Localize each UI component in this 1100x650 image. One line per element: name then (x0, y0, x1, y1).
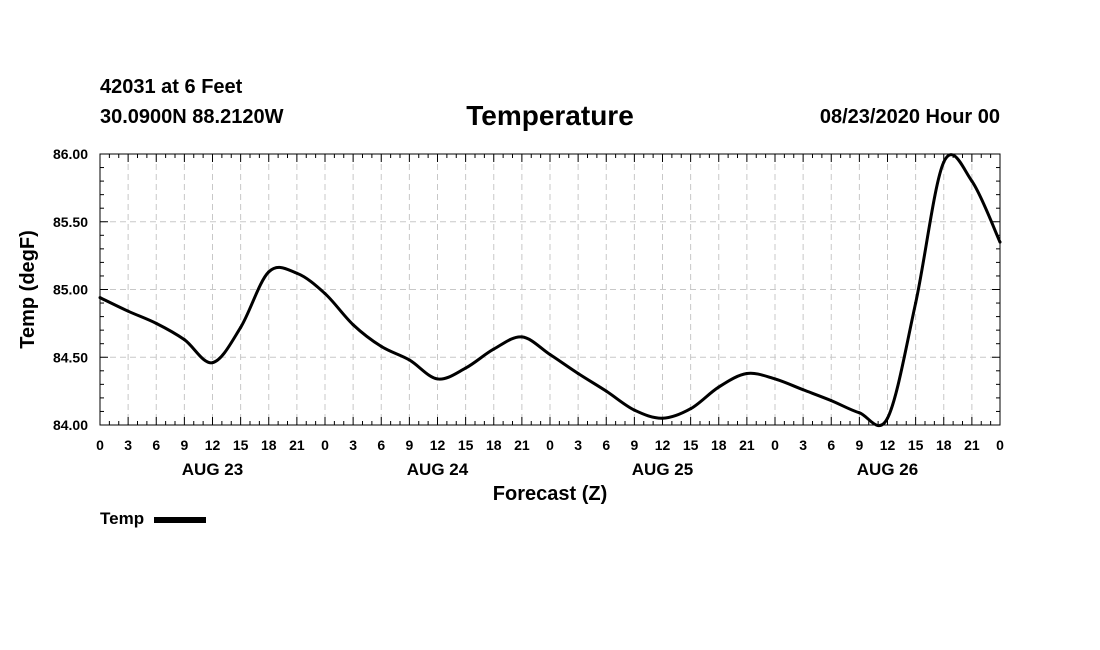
y-tick-label: 85.50 (53, 214, 88, 230)
data-point (689, 407, 693, 411)
data-point (520, 335, 524, 339)
x-tick-label: 3 (349, 437, 357, 453)
station-coordinates: 30.0900N 88.2120W (100, 106, 284, 128)
series-line-temp (99, 153, 1002, 428)
data-point (295, 271, 299, 275)
y-tick-label: 84.00 (53, 417, 88, 433)
x-tick-label: 18 (486, 437, 502, 453)
x-tick-label: 15 (233, 437, 249, 453)
x-tick-label: 9 (405, 437, 413, 453)
x-tick-label: 21 (739, 437, 755, 453)
y-tick-label: 84.50 (53, 349, 88, 365)
x-tick-label: 0 (996, 437, 1004, 453)
data-point (942, 160, 946, 164)
x-tick-label: 18 (936, 437, 952, 453)
x-tick-label: 21 (514, 437, 530, 453)
data-point (829, 399, 833, 403)
x-tick-label: 3 (574, 437, 582, 453)
x-tick-label: 6 (602, 437, 610, 453)
data-point (970, 179, 974, 183)
x-tick-label: 0 (771, 437, 779, 453)
data-point (239, 325, 243, 329)
day-label: AUG 26 (857, 460, 918, 479)
grid (100, 154, 1000, 425)
x-tick-label: 0 (321, 437, 329, 453)
data-point (464, 366, 468, 370)
x-tick-label: 15 (908, 437, 924, 453)
x-tick-label: 15 (683, 437, 699, 453)
x-tick-label: 12 (430, 437, 446, 453)
forecast-date: 08/23/2020 Hour 00 (819, 106, 1000, 128)
data-point (548, 353, 552, 357)
x-tick-label: 18 (261, 437, 277, 453)
x-tick-label: 6 (152, 437, 160, 453)
legend-label: Temp (100, 509, 145, 528)
data-point (773, 377, 777, 381)
x-tick-label: 21 (289, 437, 305, 453)
x-tick-label: 18 (711, 437, 727, 453)
x-axis-label: Forecast (Z) (493, 483, 607, 505)
data-point (492, 347, 496, 351)
day-label: AUG 23 (182, 460, 243, 479)
data-point (801, 388, 805, 392)
data-point (604, 389, 608, 393)
x-tick-label: 12 (205, 437, 221, 453)
data-point (886, 416, 889, 420)
data-point (436, 377, 439, 381)
y-tick-label: 85.00 (53, 282, 88, 298)
data-point (914, 301, 918, 305)
plot-frame (99, 153, 1001, 426)
data-point (576, 372, 580, 376)
data-point (323, 292, 327, 296)
data-point (745, 372, 749, 376)
data-point (717, 385, 721, 389)
y-tick-label: 86.00 (53, 146, 88, 162)
x-tick-label: 9 (630, 437, 638, 453)
data-point (126, 309, 130, 313)
data-point (211, 361, 214, 365)
x-tick-label: 0 (546, 437, 554, 453)
x-tick-label: 9 (180, 437, 188, 453)
data-point (379, 344, 383, 348)
legend-swatch (154, 517, 207, 523)
data-point (267, 270, 271, 274)
series (98, 153, 1002, 428)
x-tick-label: 12 (655, 437, 671, 453)
data-point (154, 321, 158, 325)
x-tick-label: 3 (799, 437, 807, 453)
x-tick-label: 0 (96, 437, 104, 453)
x-tick-label: 15 (458, 437, 474, 453)
x-tick-label: 21 (964, 437, 980, 453)
y-axis-label: Temp (degF) (17, 230, 39, 349)
data-point (661, 416, 664, 420)
x-tick-label: 6 (827, 437, 835, 453)
data-point (182, 338, 186, 342)
day-label: AUG 25 (632, 460, 693, 479)
station-label: 42031 at 6 Feet (100, 76, 243, 98)
legend: Temp (100, 509, 207, 529)
x-tick-label: 3 (124, 437, 132, 453)
day-label: AUG 24 (407, 460, 469, 479)
x-tick-label: 12 (880, 437, 896, 453)
data-point (407, 358, 411, 362)
tick-labels: 0 3 6 9 12 15 18 21 0 3 6 9 12 15 18 21 0 3 6 9 12 15 18 21 0 3 6 9… (53, 146, 1004, 479)
data-point (632, 408, 636, 412)
data-point (857, 411, 861, 415)
x-tick-label: 6 (377, 437, 385, 453)
data-point (351, 323, 355, 327)
chart-title: Temperature (466, 100, 634, 131)
x-tick-label: 9 (855, 437, 863, 453)
